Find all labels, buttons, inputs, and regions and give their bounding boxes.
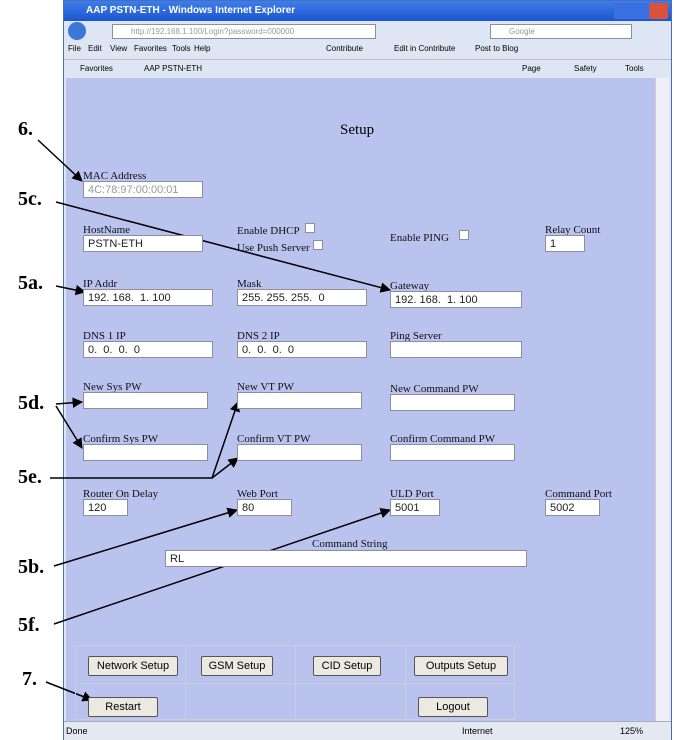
- text-input[interactable]: 192. 168. 1. 100: [390, 291, 522, 308]
- zone: Internet: [462, 726, 493, 736]
- checkbox[interactable]: [313, 240, 323, 250]
- callout-label: 5a.: [18, 272, 43, 294]
- checkbox-label: Use Push Server: [237, 242, 310, 254]
- text-input[interactable]: RL: [165, 550, 527, 567]
- callout-label: 7.: [22, 668, 37, 690]
- scrollbar[interactable]: [655, 78, 669, 721]
- callout-label: 6.: [18, 118, 33, 140]
- title: AAP PSTN-ETH - Windows Internet Explorer: [86, 5, 296, 16]
- field-label: Mask: [237, 278, 262, 290]
- text-input[interactable]: 0. 0. 0. 0: [83, 341, 213, 358]
- field-label: MAC Address: [83, 170, 147, 182]
- button[interactable]: Logout: [418, 697, 488, 717]
- zoom[interactable]: 125%: [620, 726, 644, 736]
- field-label: Command String: [312, 538, 388, 550]
- checkbox-label: Enable DHCP: [237, 225, 300, 237]
- callout-label: 5c.: [18, 188, 42, 210]
- callout-label: 5d.: [18, 392, 45, 414]
- menu-bar: File Edit View Favorites Tools Help Contribute…: [64, 41, 671, 58]
- back-button[interactable]: [68, 22, 86, 40]
- text-input[interactable]: 4C:78:97:00:00:01: [83, 181, 203, 198]
- menu-item[interactable]: Tools: [172, 44, 191, 53]
- text-input[interactable]: 255. 255. 255. 0: [237, 289, 367, 306]
- text-input[interactable]: [83, 444, 208, 461]
- button[interactable]: CID Setup: [313, 656, 381, 676]
- menu-item[interactable]: File: [68, 44, 81, 53]
- window-buttons[interactable]: [614, 3, 668, 19]
- command-item[interactable]: Page: [522, 64, 541, 73]
- field-label: HostName: [83, 224, 131, 236]
- menu-item[interactable]: Edit: [88, 44, 102, 53]
- field-label: DNS 2 IP: [237, 330, 280, 342]
- status-text: Done: [66, 726, 88, 736]
- field-label: Gateway: [390, 280, 430, 292]
- text-input[interactable]: [390, 444, 515, 461]
- checkbox[interactable]: [459, 230, 469, 240]
- text-input[interactable]: [390, 341, 522, 358]
- menu-item[interactable]: Favorites: [134, 44, 167, 53]
- field-label: Ping Server: [390, 330, 442, 342]
- checkbox[interactable]: [305, 223, 315, 233]
- field-label: New Command PW: [390, 383, 479, 395]
- text-input[interactable]: 192. 168. 1. 100: [83, 289, 213, 306]
- button[interactable]: Outputs Setup: [414, 656, 508, 676]
- heading: Setup: [340, 122, 375, 138]
- favorites-bar: Favorites AAP PSTN-ETH Page Safety Tools: [64, 59, 671, 78]
- callout-label: 5b.: [18, 556, 45, 578]
- field-label: IP Addr: [83, 278, 118, 290]
- command-item[interactable]: Tools: [625, 64, 644, 73]
- text-input[interactable]: [237, 444, 362, 461]
- callout-label: 5f.: [18, 614, 40, 636]
- address-bar[interactable]: http://192.168.1.100/Login?password=0000…: [112, 24, 376, 39]
- text-input[interactable]: [237, 392, 362, 409]
- toolbar-item[interactable]: Post to Blog: [475, 44, 519, 53]
- text-input[interactable]: 5002: [545, 499, 600, 516]
- checkbox-label: Enable PING: [390, 232, 449, 244]
- field-label: New VT PW: [237, 381, 295, 393]
- field-label: ULD Port: [390, 488, 434, 500]
- toolbar-item[interactable]: Contribute: [326, 44, 363, 53]
- field-label: Confirm Command PW: [390, 433, 496, 445]
- tab[interactable]: AAP PSTN-ETH: [144, 64, 203, 73]
- text-input[interactable]: 80: [237, 499, 292, 516]
- menu-item[interactable]: View: [110, 44, 128, 53]
- callout-label: 5e.: [18, 466, 42, 488]
- field-label: Web Port: [237, 488, 278, 500]
- field-label: New Sys PW: [83, 381, 142, 393]
- field-label: Confirm VT PW: [237, 433, 311, 445]
- button[interactable]: Network Setup: [88, 656, 178, 676]
- text-input[interactable]: 5001: [390, 499, 440, 516]
- toolbar-item[interactable]: Edit in Contribute: [394, 44, 456, 53]
- search-box[interactable]: Google: [490, 24, 632, 39]
- field-label: Confirm Sys PW: [83, 433, 159, 445]
- text-input[interactable]: 0. 0. 0. 0: [237, 341, 367, 358]
- button[interactable]: GSM Setup: [201, 656, 273, 676]
- title-bar: [64, 1, 671, 21]
- field-label: DNS 1 IP: [83, 330, 126, 342]
- command-item[interactable]: Safety: [574, 64, 597, 73]
- button[interactable]: Restart: [88, 697, 158, 717]
- text-input[interactable]: PSTN-ETH: [83, 235, 203, 252]
- text-input[interactable]: 120: [83, 499, 128, 516]
- text-input[interactable]: 1: [545, 235, 585, 252]
- favorites[interactable]: Favorites: [80, 64, 113, 73]
- menu-item[interactable]: Help: [194, 44, 211, 53]
- field-label: Command Port: [545, 488, 612, 500]
- field-label: Relay Count: [545, 224, 601, 236]
- text-input[interactable]: [83, 392, 208, 409]
- text-input[interactable]: [390, 394, 515, 411]
- status-bar: [64, 721, 671, 740]
- field-label: Router On Delay: [83, 488, 159, 500]
